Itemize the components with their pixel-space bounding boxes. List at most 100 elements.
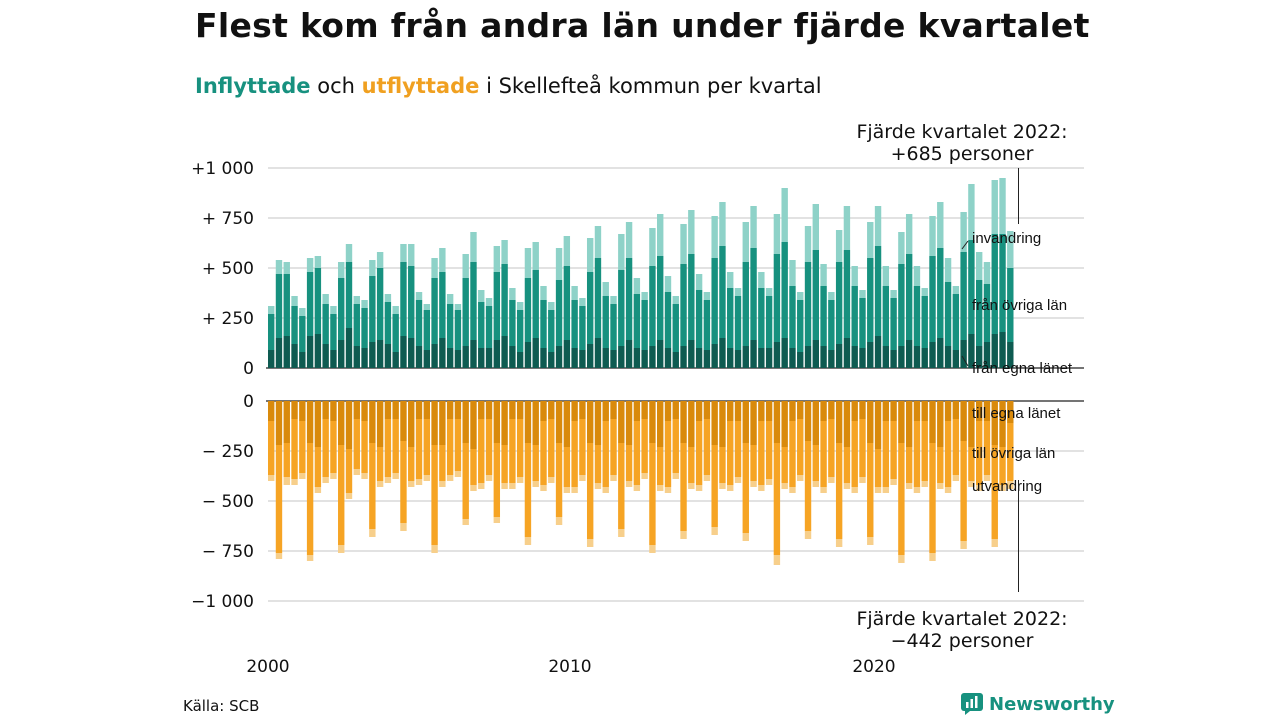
- bar-in-segment: [742, 222, 749, 262]
- bar-in-segment: [586, 344, 594, 368]
- bar-in-segment: [727, 348, 734, 368]
- bar-out-segment: [439, 401, 446, 445]
- series-label: från övriga län: [972, 297, 1067, 314]
- bar-out-segment: [431, 545, 438, 553]
- series-label: utvandring: [972, 478, 1042, 495]
- bar-in-segment: [353, 304, 360, 346]
- bar-in-segment: [555, 280, 563, 346]
- bar-in-segment: [789, 286, 796, 348]
- bar-in-segment: [859, 298, 866, 348]
- bar-in-segment: [563, 266, 571, 340]
- bar-out-segment: [913, 421, 921, 487]
- bar-out-segment: [314, 401, 322, 447]
- bar-out-segment: [306, 443, 314, 555]
- bar-out-segment: [672, 473, 679, 479]
- bar-out-segment: [423, 419, 430, 475]
- bar-out-segment: [338, 545, 345, 553]
- bar-out-segment: [493, 443, 501, 517]
- bar-in-segment: [462, 346, 469, 368]
- bar-in-segment: [773, 214, 781, 254]
- bar-out-segment: [991, 539, 998, 547]
- bar-out-segment: [727, 485, 734, 491]
- bar-out-segment: [929, 443, 936, 553]
- bar-in-segment: [968, 240, 975, 334]
- bar-out-segment: [462, 519, 469, 525]
- bar-out-segment: [314, 447, 322, 487]
- brand-logo: Newsworthy: [961, 693, 1115, 715]
- bar-out-segment: [812, 401, 819, 445]
- bar-in-segment: [338, 262, 345, 278]
- bar-out-segment: [820, 487, 827, 493]
- bar-in-segment: [797, 352, 804, 368]
- bar-out-segment: [516, 401, 524, 419]
- bar-out-segment: [540, 485, 547, 491]
- bar-in-segment: [431, 258, 438, 278]
- subtitle-inflow-word: Inflyttade: [195, 74, 311, 98]
- bar-in-segment: [485, 306, 493, 348]
- bar-out-segment: [369, 443, 376, 529]
- bar-in-segment: [415, 346, 423, 368]
- bar-in-segment: [789, 260, 796, 286]
- bar-out-segment: [991, 445, 998, 539]
- bar-out-segment: [688, 401, 695, 447]
- bar-out-segment: [423, 475, 430, 481]
- bar-out-segment: [579, 401, 586, 419]
- bar-in-segment: [384, 294, 392, 302]
- bar-out-segment: [975, 485, 983, 491]
- bar-out-segment: [400, 523, 407, 531]
- bar-out-segment: [843, 447, 851, 483]
- bar-out-segment: [516, 477, 524, 483]
- bar-in-segment: [944, 282, 952, 346]
- bar-out-segment: [890, 421, 897, 479]
- bar-in-segment: [680, 224, 687, 264]
- bar-out-segment: [602, 401, 609, 421]
- bar-out-segment: [633, 421, 641, 485]
- source-note: Källa: SCB: [183, 697, 260, 715]
- bar-in-segment: [890, 298, 897, 350]
- y-tick-label: + 500: [202, 259, 254, 279]
- bar-out-segment: [322, 477, 329, 483]
- bar-out-segment: [680, 531, 687, 539]
- bar-in-segment: [353, 346, 360, 368]
- bar-out-segment: [882, 401, 890, 421]
- bar-in-segment: [882, 266, 890, 286]
- bar-in-segment: [898, 264, 905, 346]
- bar-in-segment: [734, 296, 742, 350]
- bar-in-segment: [937, 202, 944, 248]
- bar-out-segment: [586, 539, 594, 547]
- bar-in-segment: [859, 290, 866, 298]
- bar-out-segment: [384, 401, 392, 419]
- bar-out-segment: [672, 419, 679, 473]
- bar-out-segment: [789, 487, 796, 493]
- bar-in-segment: [641, 300, 648, 350]
- bar-in-segment: [485, 348, 493, 368]
- bar-in-segment: [765, 296, 773, 348]
- bar-out-segment: [874, 401, 882, 449]
- chart-subtitle: Inflyttade och utflyttade i Skellefteå k…: [195, 74, 822, 98]
- bar-out-segment: [610, 419, 617, 475]
- bar-out-segment: [369, 401, 376, 443]
- bar-out-segment: [384, 477, 392, 483]
- bar-out-segment: [563, 487, 571, 493]
- bar-in-segment: [446, 348, 454, 368]
- bar-out-segment: [742, 533, 749, 541]
- bar-in-segment: [384, 302, 392, 344]
- bar-out-segment: [937, 401, 944, 447]
- bar-out-segment: [400, 441, 407, 523]
- bar-in-segment: [921, 296, 928, 348]
- bar-out-segment: [376, 401, 384, 447]
- bar-in-segment: [586, 272, 594, 344]
- series-label: till övriga län: [972, 445, 1055, 462]
- annotation-bottom-line2: −442 personer: [891, 630, 1034, 652]
- bar-in-segment: [719, 246, 726, 338]
- bar-out-segment: [501, 483, 508, 489]
- bar-out-segment: [532, 481, 539, 487]
- bar-out-segment: [283, 477, 290, 485]
- bar-out-segment: [835, 443, 843, 539]
- bar-out-segment: [353, 469, 360, 475]
- bar-out-segment: [905, 401, 913, 447]
- bar-out-segment: [664, 487, 672, 493]
- bar-in-segment: [695, 348, 703, 368]
- bar-in-segment: [571, 348, 578, 368]
